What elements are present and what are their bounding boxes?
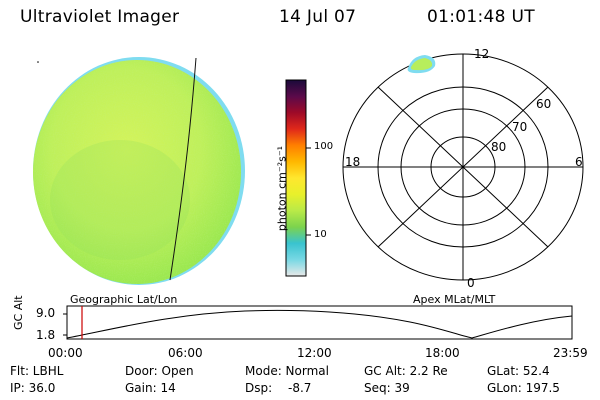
info-gain: Gain: 14 <box>125 381 176 395</box>
lat-label-60: 60 <box>536 97 552 111</box>
colorbar-tick-100: 100 <box>314 141 334 152</box>
info-door: Door: Open <box>125 364 194 378</box>
strip-right-label: Apex MLat/MLT <box>413 293 496 306</box>
lat-label-70: 70 <box>512 120 528 134</box>
info-ip: IP: 36.0 <box>10 381 56 395</box>
strip-ytick-1-8: 1.8 <box>36 328 56 342</box>
strip-left-label: Geographic Lat/Lon <box>70 293 178 306</box>
mlt-label-18: 18 <box>345 155 361 169</box>
strip-xtick-1200: 12:00 <box>297 346 332 360</box>
instrument-title: Ultraviolet Imager <box>20 7 180 27</box>
info-glat: GLat: 52.4 <box>487 364 550 378</box>
time-label: 01:01:48 UT <box>427 7 535 27</box>
strip-xtick-0000: 00:00 <box>48 346 83 360</box>
info-mode: Mode: Normal <box>245 364 329 378</box>
colorbar-tick-10: 10 <box>314 229 327 240</box>
strip-xtick-1800: 18:00 <box>425 346 460 360</box>
mlt-label-0: 0 <box>467 276 475 290</box>
lat-label-80: 80 <box>491 140 507 154</box>
strip-xtick-0600: 06:00 <box>168 346 203 360</box>
info-dsp-label: Dsp: <box>245 381 273 395</box>
mlt-label-12: 12 <box>474 47 490 61</box>
info-dsp-value: -8.7 <box>288 381 312 395</box>
strip-xtick-2359: 23:59 <box>553 346 588 360</box>
strip-ytick-9: 9.0 <box>36 306 56 320</box>
info-gc-alt: GC Alt: 2.2 Re <box>364 364 448 378</box>
info-seq: Seq: 39 <box>364 381 410 395</box>
info-filter: Flt: LBHL <box>10 364 64 378</box>
strip-axis-title: GC Alt <box>12 295 25 330</box>
date-label: 14 Jul 07 <box>279 7 357 27</box>
info-glon: GLon: 197.5 <box>487 381 560 395</box>
mlt-label-6: 6 <box>575 155 583 169</box>
